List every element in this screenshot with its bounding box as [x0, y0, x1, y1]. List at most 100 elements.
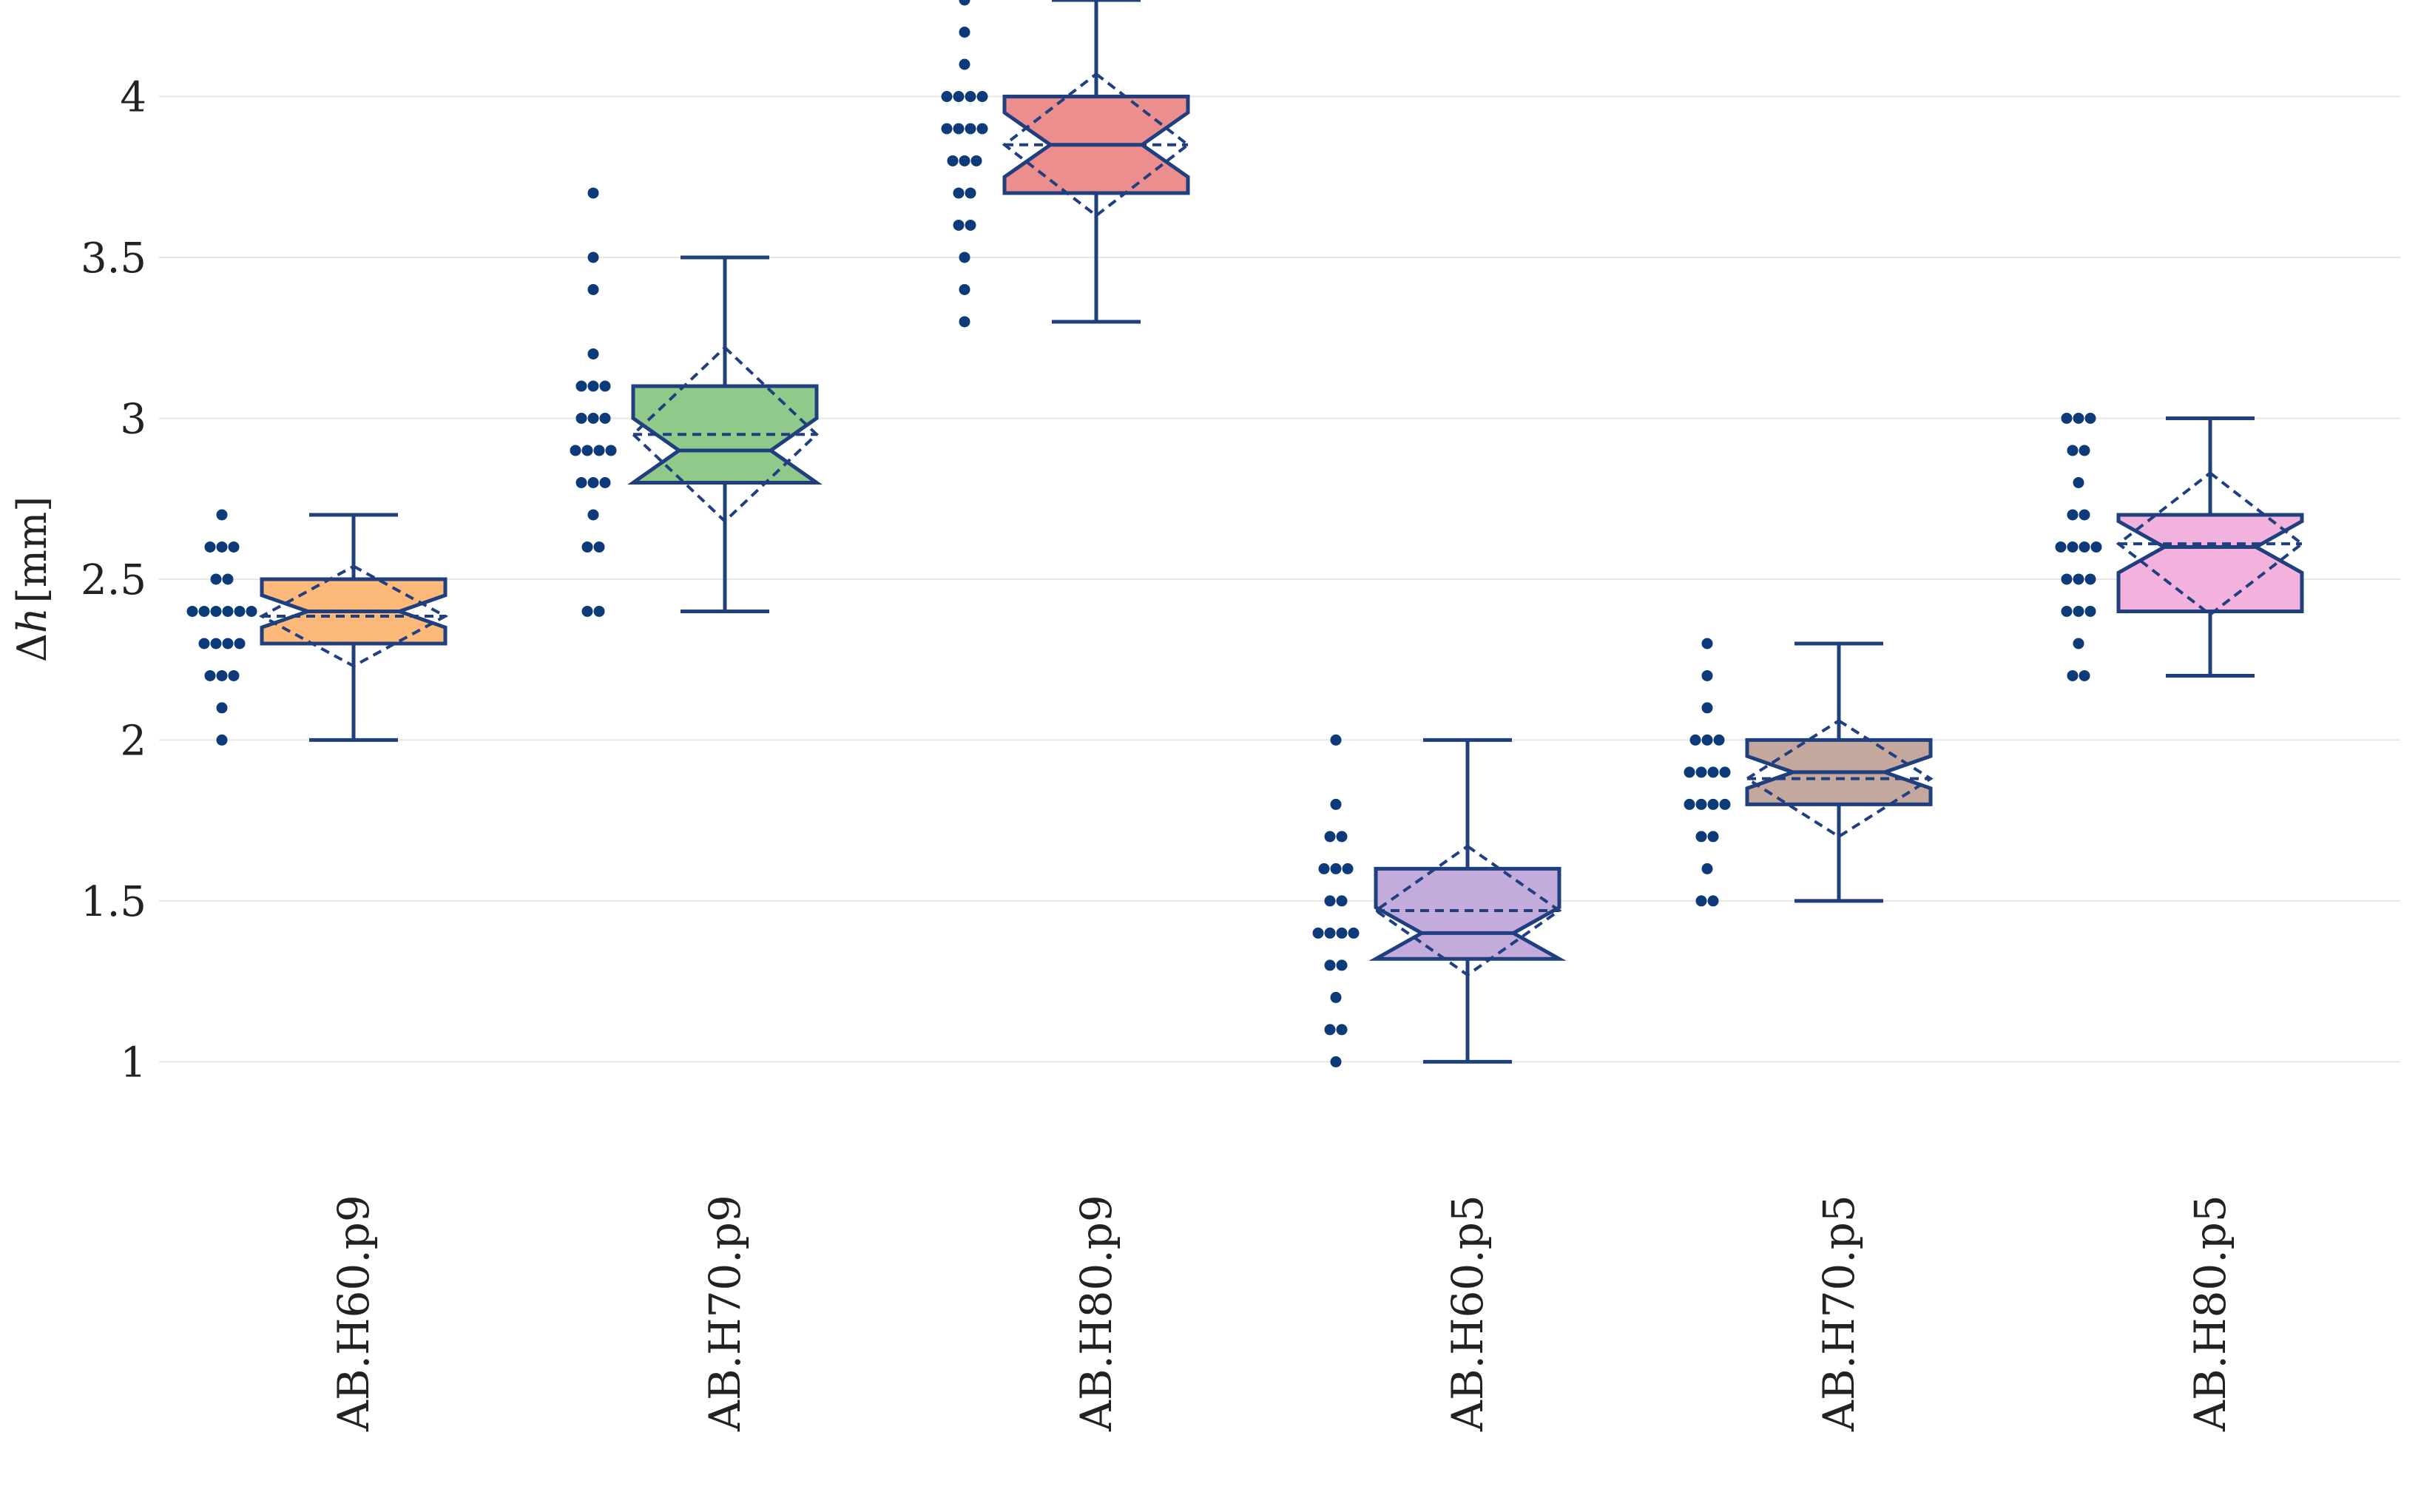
- data-point: [2079, 445, 2090, 456]
- data-point: [581, 445, 593, 456]
- data-point: [2061, 573, 2073, 585]
- y-axis-label-unit: [mm]: [9, 496, 55, 604]
- y-tick-label: 1: [120, 1039, 146, 1087]
- data-point: [965, 187, 976, 199]
- data-point: [246, 605, 257, 617]
- x-category-label: AB.H80.p5: [2185, 1195, 2235, 1432]
- data-point: [2084, 412, 2096, 424]
- data-point: [1701, 669, 1713, 681]
- data-point: [1330, 1056, 1342, 1067]
- data-point: [1684, 766, 1695, 778]
- data-point: [2061, 605, 2073, 617]
- y-axis-label-var: h: [9, 607, 55, 633]
- data-point: [953, 123, 965, 135]
- data-point: [953, 90, 965, 102]
- data-point: [959, 0, 970, 6]
- data-point: [1684, 798, 1695, 810]
- data-point: [228, 541, 240, 553]
- data-point: [970, 155, 982, 166]
- series-AB.H70.p5: [1684, 638, 1934, 907]
- data-point: [587, 348, 599, 360]
- data-point: [210, 638, 222, 649]
- x-category-label: AB.H70.p5: [1814, 1195, 1864, 1432]
- data-point: [216, 541, 228, 553]
- data-point: [581, 605, 593, 617]
- data-point: [1719, 798, 1731, 810]
- data-point: [1324, 1024, 1336, 1036]
- data-point: [222, 605, 234, 617]
- data-point: [947, 155, 959, 166]
- data-point: [210, 573, 222, 585]
- data-point: [216, 509, 228, 521]
- data-point: [198, 638, 210, 649]
- series-AB.H80.p9: [941, 0, 1191, 328]
- data-point: [599, 476, 611, 488]
- data-point: [1695, 766, 1707, 778]
- data-point: [587, 412, 599, 424]
- data-point: [941, 90, 953, 102]
- data-point: [593, 541, 605, 553]
- data-point: [953, 187, 965, 199]
- data-point: [587, 283, 599, 295]
- data-point: [1312, 927, 1324, 939]
- y-axis-ticks: 1 1.5 2 2.5 3 3.5 4: [81, 73, 146, 1087]
- data-point: [216, 734, 228, 746]
- data-point: [1336, 895, 1348, 907]
- data-point: [959, 26, 970, 38]
- data-point: [1701, 638, 1713, 649]
- data-point: [587, 380, 599, 392]
- data-point: [959, 58, 970, 70]
- data-point: [2073, 476, 2084, 488]
- series-AB.H60.p5: [1312, 734, 1567, 1067]
- mean-sd-diamond: [258, 564, 449, 668]
- y-tick-label: 2.5: [81, 556, 146, 604]
- data-point: [198, 605, 210, 617]
- data-point: [581, 541, 593, 553]
- y-tick-label: 4: [120, 73, 146, 121]
- mean-sd-diamond: [1002, 72, 1191, 217]
- data-point: [228, 669, 240, 681]
- data-point: [204, 669, 216, 681]
- data-point: [2073, 638, 2084, 649]
- data-point: [1330, 734, 1342, 746]
- data-point: [204, 541, 216, 553]
- data-point: [2067, 445, 2079, 456]
- x-category-label: AB.H70.p9: [700, 1195, 750, 1432]
- mean-sd-diamond: [1744, 718, 1934, 839]
- series-AB.H60.p9: [186, 509, 449, 746]
- data-point: [1707, 831, 1719, 843]
- data-point: [1324, 959, 1336, 971]
- data-point: [1695, 895, 1707, 907]
- data-point: [959, 283, 970, 295]
- data-point: [575, 380, 587, 392]
- data-point: [941, 123, 953, 135]
- data-point: [1336, 1024, 1348, 1036]
- x-axis-category-labels: AB.H60.p9 AB.H70.p9 AB.H80.p9 AB.H60.p5 AB.H…: [328, 1195, 2235, 1432]
- data-point: [575, 476, 587, 488]
- mean-sd-diamond: [631, 345, 819, 524]
- data-point: [587, 187, 599, 199]
- data-point: [222, 573, 234, 585]
- data-point: [1348, 927, 1360, 939]
- data-point: [1324, 927, 1336, 939]
- data-point: [2073, 412, 2084, 424]
- data-point: [2067, 541, 2079, 553]
- data-point: [965, 123, 976, 135]
- data-point: [2084, 605, 2096, 617]
- data-point: [1324, 831, 1336, 843]
- x-category-label: AB.H80.p9: [1071, 1195, 1121, 1432]
- data-point: [587, 476, 599, 488]
- data-point: [587, 252, 599, 263]
- data-point: [234, 605, 246, 617]
- data-point: [1713, 734, 1725, 746]
- data-point: [599, 380, 611, 392]
- data-point: [1336, 959, 1348, 971]
- x-category-label: AB.H60.p9: [328, 1195, 379, 1432]
- data-point: [575, 412, 587, 424]
- y-tick-label: 2: [120, 717, 146, 765]
- data-point: [1330, 798, 1342, 810]
- data-point: [2073, 573, 2084, 585]
- y-tick-label: 3.5: [81, 234, 146, 283]
